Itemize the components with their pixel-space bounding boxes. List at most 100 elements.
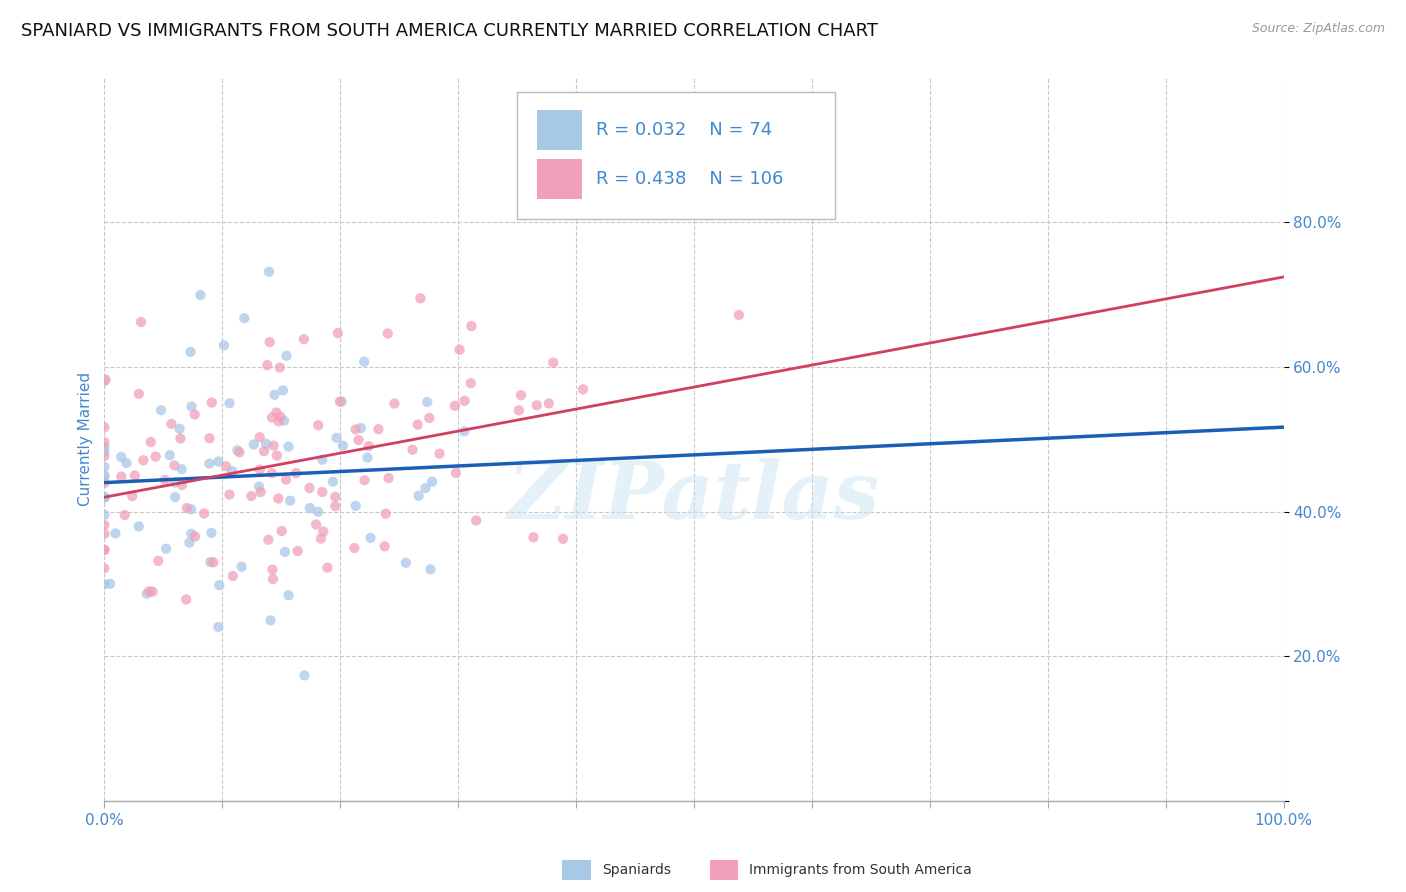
Point bbox=[170, 462, 193, 476]
Point bbox=[183, 408, 205, 422]
Point bbox=[253, 444, 276, 458]
Point bbox=[114, 508, 136, 522]
Point bbox=[93, 491, 115, 505]
Point bbox=[249, 462, 271, 476]
Point bbox=[93, 577, 115, 591]
Point bbox=[200, 555, 222, 569]
Point bbox=[453, 425, 475, 439]
Point bbox=[367, 422, 389, 436]
Point bbox=[325, 431, 347, 445]
Point bbox=[465, 514, 488, 528]
Point bbox=[93, 374, 115, 388]
Point bbox=[406, 417, 429, 432]
Point bbox=[190, 288, 212, 302]
Point bbox=[266, 449, 288, 463]
Point bbox=[551, 532, 574, 546]
Point bbox=[207, 620, 229, 634]
Point bbox=[110, 450, 132, 464]
Point bbox=[270, 524, 292, 538]
Point bbox=[259, 334, 281, 349]
Point bbox=[395, 556, 418, 570]
Point bbox=[277, 440, 299, 454]
Point bbox=[159, 448, 181, 462]
Point bbox=[110, 469, 132, 483]
Point bbox=[115, 456, 138, 470]
Point bbox=[169, 432, 191, 446]
Point bbox=[163, 458, 186, 473]
Point bbox=[429, 447, 451, 461]
Point bbox=[330, 394, 353, 409]
Point bbox=[93, 440, 115, 454]
Point bbox=[93, 517, 115, 532]
Point bbox=[145, 450, 167, 464]
Point bbox=[138, 584, 160, 599]
Point bbox=[276, 349, 298, 363]
Point bbox=[357, 439, 380, 453]
Point bbox=[93, 508, 115, 522]
Point bbox=[256, 358, 278, 372]
Point bbox=[409, 291, 432, 305]
Point bbox=[408, 489, 430, 503]
Point bbox=[460, 376, 482, 391]
Point bbox=[208, 578, 231, 592]
Point bbox=[226, 443, 249, 458]
Point bbox=[155, 541, 177, 556]
Point bbox=[179, 535, 201, 549]
Point bbox=[415, 481, 437, 495]
Point bbox=[316, 560, 339, 574]
Point bbox=[374, 539, 396, 553]
Point bbox=[128, 387, 150, 401]
Point bbox=[163, 475, 186, 490]
Point bbox=[174, 592, 197, 607]
Point bbox=[148, 554, 170, 568]
Point bbox=[274, 473, 297, 487]
Point bbox=[384, 396, 406, 410]
Point bbox=[350, 421, 373, 435]
Text: R = 0.032    N = 74: R = 0.032 N = 74 bbox=[596, 121, 772, 139]
Point bbox=[257, 533, 280, 547]
Point bbox=[240, 489, 263, 503]
Point bbox=[572, 382, 595, 396]
Point bbox=[311, 484, 333, 499]
Point bbox=[269, 409, 291, 424]
Text: R = 0.438    N = 106: R = 0.438 N = 106 bbox=[596, 169, 783, 187]
Point bbox=[277, 588, 299, 602]
Point bbox=[93, 470, 115, 484]
Point bbox=[267, 491, 290, 506]
Point bbox=[160, 417, 183, 431]
Point bbox=[254, 437, 277, 451]
Point bbox=[221, 464, 243, 478]
Point bbox=[347, 433, 370, 447]
Text: Immigrants from South America: Immigrants from South America bbox=[749, 863, 972, 877]
Point bbox=[104, 526, 127, 541]
Point bbox=[262, 563, 284, 577]
Y-axis label: Currently Married: Currently Married bbox=[79, 372, 93, 507]
Point bbox=[526, 398, 548, 412]
Point bbox=[142, 584, 165, 599]
Point bbox=[260, 410, 283, 425]
Point bbox=[278, 493, 301, 508]
Point bbox=[322, 475, 344, 489]
Point bbox=[93, 543, 115, 558]
Point bbox=[243, 437, 266, 451]
Point bbox=[132, 453, 155, 467]
Point bbox=[416, 395, 439, 409]
Point bbox=[94, 372, 117, 386]
Point bbox=[419, 562, 441, 576]
Point bbox=[184, 529, 207, 543]
Point bbox=[537, 396, 560, 410]
Point bbox=[294, 668, 316, 682]
Point bbox=[263, 439, 285, 453]
Point bbox=[311, 452, 333, 467]
Point bbox=[169, 422, 191, 436]
Point bbox=[129, 315, 152, 329]
Point bbox=[298, 481, 321, 495]
Point bbox=[93, 444, 115, 458]
Point bbox=[180, 400, 202, 414]
Point bbox=[249, 485, 271, 500]
Point bbox=[377, 471, 399, 485]
Point bbox=[271, 384, 294, 398]
Point bbox=[460, 319, 482, 334]
Point bbox=[207, 454, 229, 468]
Point bbox=[93, 526, 115, 541]
